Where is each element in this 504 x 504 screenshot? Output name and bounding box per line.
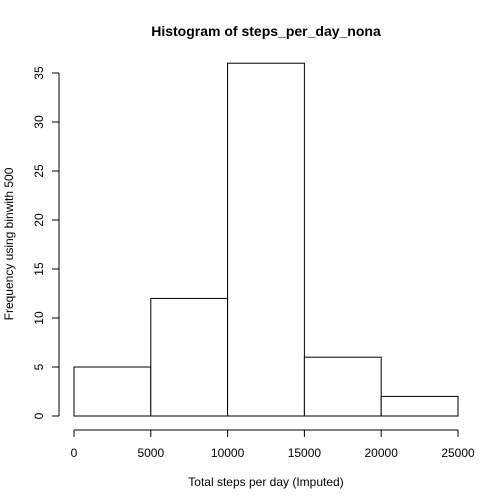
x-tick-label: 20000 <box>365 446 399 460</box>
histogram-bar <box>73 366 152 417</box>
y-tick-label: 25 <box>32 164 46 178</box>
bars-group <box>73 62 459 417</box>
y-tick-label: 0 <box>32 412 46 419</box>
x-axis: 0 5000 10000 15000 20000 25000 <box>71 429 475 460</box>
y-tick-label: 30 <box>32 115 46 129</box>
x-tick-label: 25000 <box>441 446 475 460</box>
y-tick-label: 20 <box>32 213 46 227</box>
chart-title: Histogram of steps_per_day_nona <box>151 23 381 39</box>
histogram-bar <box>303 356 382 417</box>
x-tick-label: 15000 <box>288 446 322 460</box>
y-tick-label: 35 <box>32 66 46 80</box>
x-axis-label: Total steps per day (Imputed) <box>188 475 343 489</box>
histogram-bar <box>227 62 305 417</box>
y-tick-label: 10 <box>32 311 46 325</box>
x-tick-label: 5000 <box>137 446 164 460</box>
y-tick-label: 15 <box>32 262 46 276</box>
y-axis-label: Frequency using binwith 500 <box>2 167 16 320</box>
histogram-bar <box>380 395 459 417</box>
y-tick-label: 5 <box>32 363 46 370</box>
x-tick-label: 0 <box>71 446 78 460</box>
x-tick-label: 10000 <box>211 446 245 460</box>
histogram-bar <box>150 297 229 417</box>
y-axis: 0 5 10 15 20 25 30 35 <box>32 66 60 419</box>
